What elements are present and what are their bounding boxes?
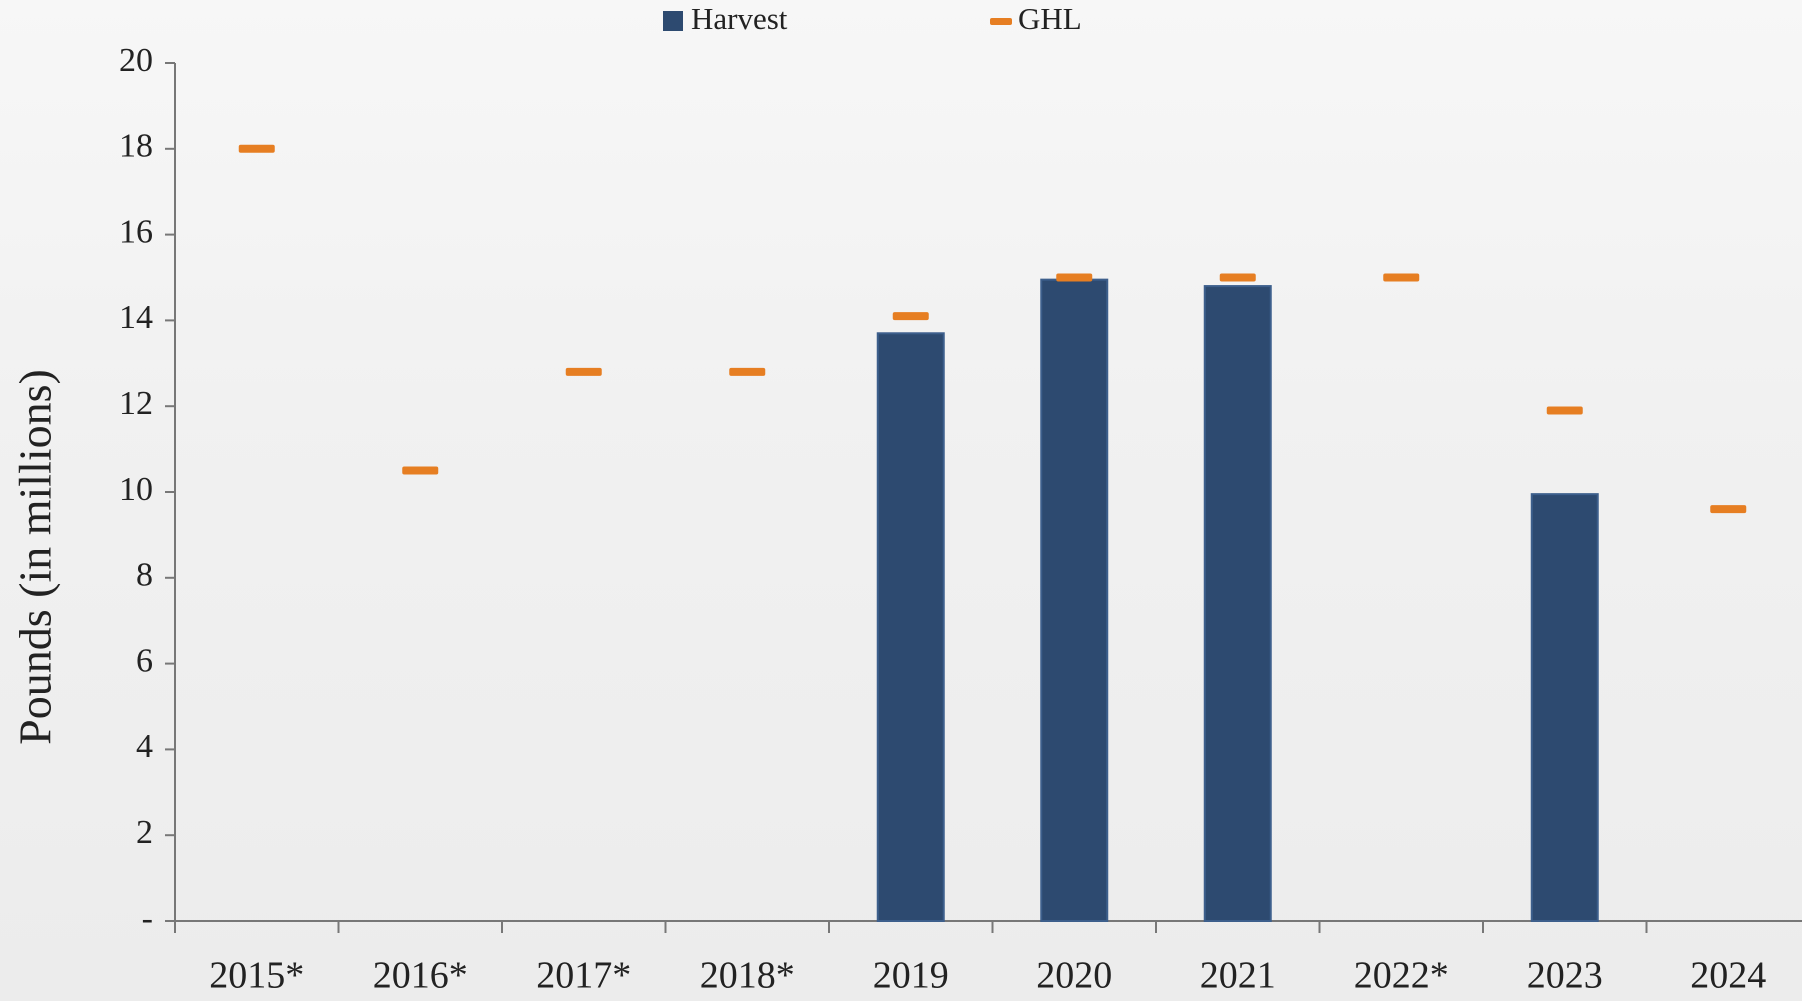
- bar: [876, 332, 945, 922]
- bar: [1203, 285, 1272, 922]
- ghl-marker: [1056, 273, 1093, 282]
- ghl-marker: [238, 144, 275, 153]
- y-tick-label: -: [142, 900, 153, 937]
- x-tick-label: 2024: [1690, 955, 1766, 997]
- x-tick-label: 2015*: [209, 955, 304, 997]
- y-axis-title: Pounds (in millions): [10, 369, 61, 745]
- x-tick-label: 2022*: [1354, 955, 1449, 997]
- bar: [1040, 278, 1109, 922]
- ghl-marker: [892, 312, 929, 321]
- legend-swatch: [990, 18, 1012, 25]
- y-tick-label: 14: [119, 299, 153, 336]
- y-tick-label: 16: [119, 213, 153, 250]
- x-tick-label: 2023: [1527, 955, 1603, 997]
- y-tick-label: 18: [119, 128, 153, 165]
- y-tick-label: 2: [136, 814, 153, 851]
- x-tick-label: 2021: [1200, 955, 1276, 997]
- y-tick-label: 8: [136, 557, 153, 594]
- x-tick-label: 2017*: [536, 955, 631, 997]
- ghl-marker: [1546, 406, 1583, 415]
- legend-label: GHL: [1018, 1, 1082, 36]
- x-tick-label: 2016*: [373, 955, 468, 997]
- bar: [1530, 493, 1599, 922]
- y-tick-label: 20: [119, 42, 153, 79]
- y-tick-label: 10: [119, 471, 153, 508]
- y-tick-label: 6: [136, 642, 153, 679]
- ghl-marker: [729, 367, 766, 376]
- x-tick-label: 2019: [873, 955, 949, 997]
- x-tick-label: 2020: [1036, 955, 1112, 997]
- y-tick-label: 12: [119, 385, 153, 422]
- ghl-marker: [1383, 273, 1420, 282]
- x-tick-label: 2018*: [700, 955, 795, 997]
- y-tick-label: 4: [136, 728, 153, 765]
- ghl-marker: [402, 466, 439, 475]
- ghl-marker: [565, 367, 602, 376]
- ghl-marker: [1710, 505, 1747, 514]
- legend-swatch: [663, 11, 683, 31]
- ghl-marker: [1219, 273, 1256, 282]
- legend-label: Harvest: [691, 1, 788, 36]
